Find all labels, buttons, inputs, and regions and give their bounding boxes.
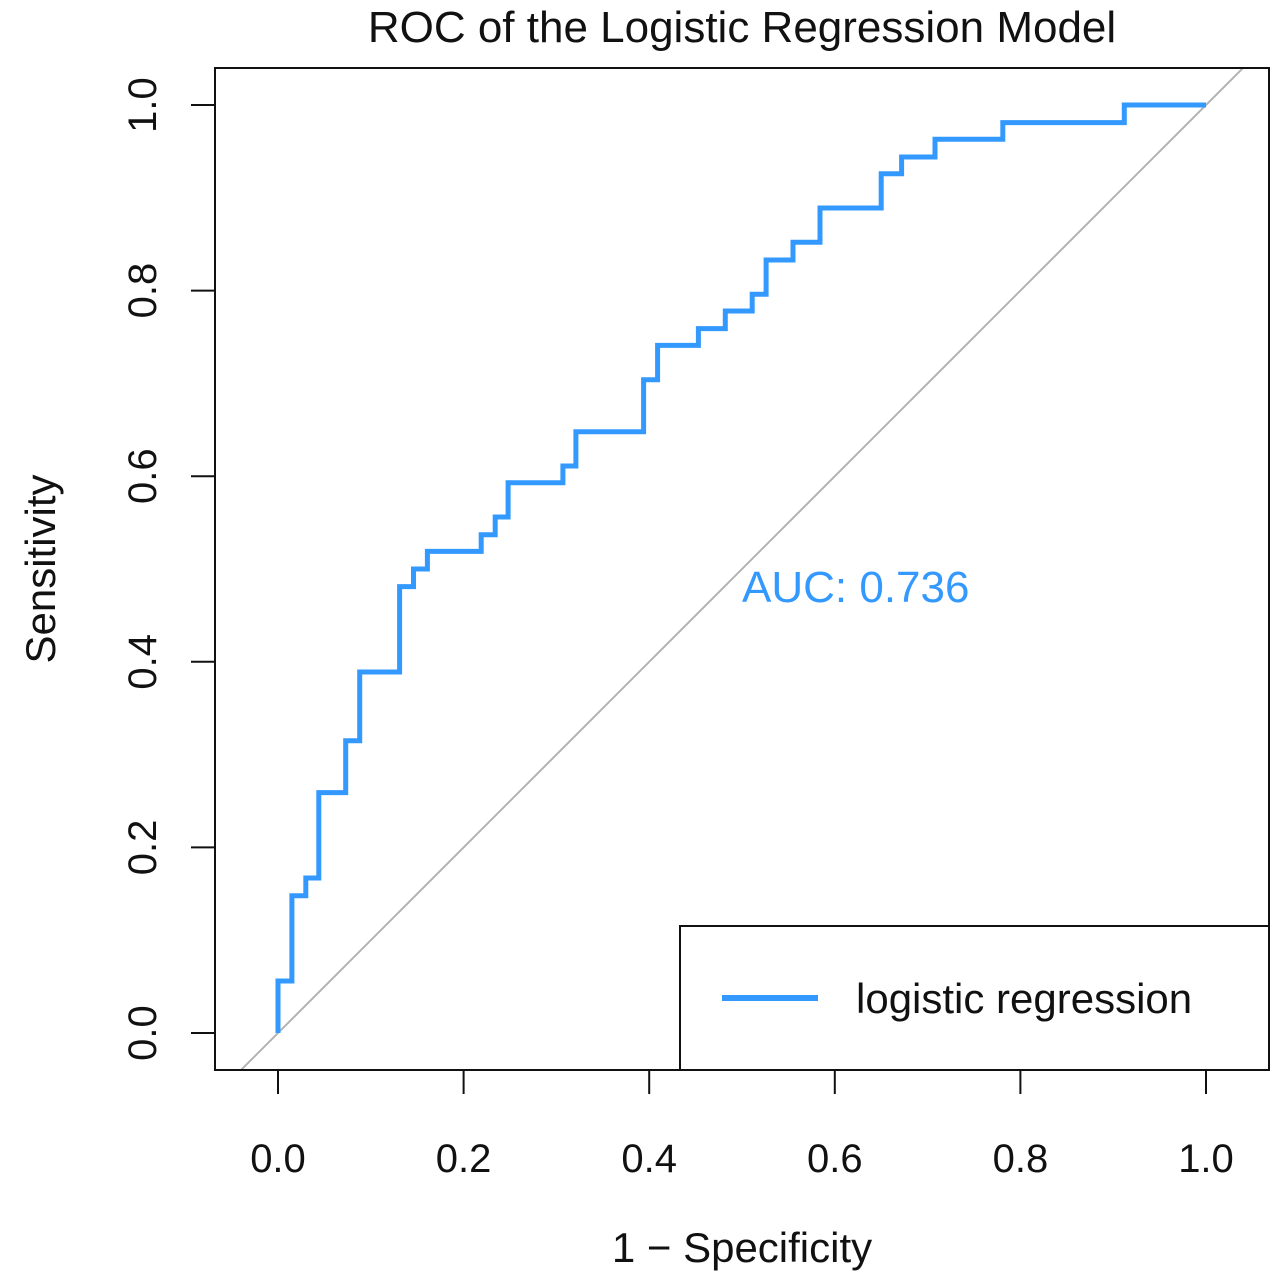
legend-label-logistic-regression: logistic regression xyxy=(856,975,1192,1022)
x-tick-label: 0.2 xyxy=(436,1137,492,1181)
reference-diagonal-line xyxy=(239,68,1245,1070)
y-axis-label: Sensitivity xyxy=(17,474,64,663)
x-tick-label: 0.6 xyxy=(807,1137,863,1181)
chart-title: ROC of the Logistic Regression Model xyxy=(368,3,1116,52)
roc-curve-line xyxy=(275,102,1206,1033)
y-tick-label: 0.0 xyxy=(121,1005,165,1061)
y-tick-label: 0.4 xyxy=(121,634,165,690)
reference-line-group xyxy=(239,68,1245,1070)
y-tick-label: 1.0 xyxy=(121,77,165,133)
x-tick-label: 0.0 xyxy=(250,1137,306,1181)
legend: logistic regression xyxy=(679,925,1270,1071)
x-tick-label: 0.4 xyxy=(621,1137,677,1181)
auc-annotation: AUC: 0.736 xyxy=(742,563,969,612)
x-axis-label: 1 − Specificity xyxy=(612,1224,872,1271)
x-tick-label: 0.8 xyxy=(993,1137,1049,1181)
series-group xyxy=(275,102,1206,1033)
y-tick-label: 0.8 xyxy=(121,263,165,319)
y-tick-label: 0.2 xyxy=(121,820,165,876)
x-tick-label: 1.0 xyxy=(1178,1137,1234,1181)
x-axis: 0.0 0.2 0.4 0.6 0.8 1.0 xyxy=(250,1069,1234,1181)
y-tick-label: 0.6 xyxy=(121,448,165,504)
y-axis: 0.0 0.2 0.4 0.6 0.8 1.0 xyxy=(121,77,216,1061)
